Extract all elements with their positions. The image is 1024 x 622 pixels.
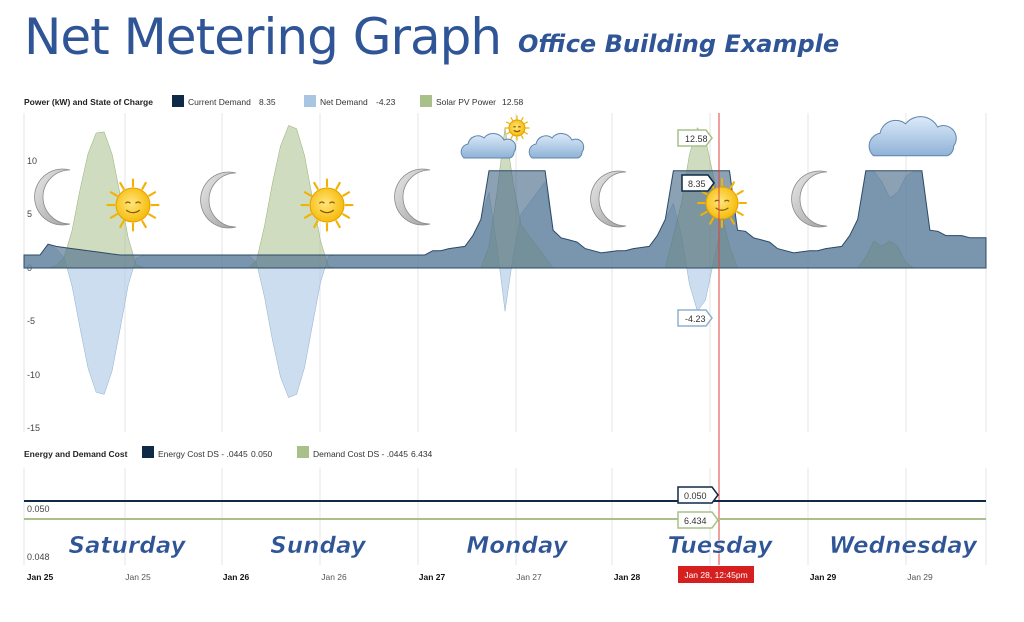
- tooltip-net: -4.23: [677, 309, 713, 327]
- cloud-icon: [460, 133, 517, 159]
- x-tick-label: Jan 25: [125, 572, 151, 582]
- sun-icon: [504, 115, 530, 141]
- legend-swatch-solar-pv: [420, 95, 432, 107]
- legend-label-solar-pv: Solar PV Power: [436, 97, 496, 107]
- legend-label-energy-cost: Energy Cost DS - .0445: [158, 449, 248, 459]
- legend-swatch-net-demand: [304, 95, 316, 107]
- x-tick-label: Jan 25: [27, 572, 54, 582]
- cost-y-tick-label: 0.050: [27, 504, 50, 514]
- y-tick-label: 5: [27, 209, 32, 219]
- cost-y-tick-label: 0.048: [27, 552, 50, 562]
- tooltip-demand: 8.35: [681, 174, 715, 192]
- tooltip-solar: 12.58: [677, 129, 713, 147]
- tooltip-energy-cost-value: 0.050: [684, 491, 707, 501]
- power-legend: Current Demand 8.35 Net Demand -4.23 Sol…: [172, 95, 524, 107]
- day-labels: Saturday Sunday Monday Tuesday Wednesday: [68, 533, 978, 560]
- moon-icon: [34, 168, 71, 226]
- legend-label-current-demand: Current Demand: [188, 97, 251, 107]
- y-tick-label: -5: [27, 316, 35, 326]
- x-tick-label: Jan 27: [419, 572, 446, 582]
- power-chart-title: Power (kW) and State of Charge: [24, 97, 153, 107]
- x-tick-label: Jan 26: [321, 572, 347, 582]
- tooltip-solar-value: 12.58: [685, 134, 708, 144]
- y-tick-label: -15: [27, 423, 40, 433]
- cursor-date-badge: Jan 28, 12:45pm: [678, 566, 754, 583]
- y-tick-label: -10: [27, 370, 40, 380]
- legend-value-net-demand: -4.23: [376, 97, 396, 107]
- legend-swatch-energy-cost: [142, 446, 154, 458]
- page-subtitle: Office Building Example: [518, 30, 840, 58]
- day-label: Saturday: [68, 533, 186, 559]
- moon-icon: [200, 171, 237, 229]
- x-tick-label: Jan 28: [614, 572, 641, 582]
- tooltip-net-value: -4.23: [685, 314, 706, 324]
- cloud-icon: [528, 133, 585, 159]
- y-tick-label: 10: [27, 156, 37, 166]
- moon-icon: [791, 170, 828, 228]
- weather-icons: [34, 115, 957, 232]
- power-areas: [23, 125, 987, 398]
- legend-swatch-current-demand: [172, 95, 184, 107]
- moon-icon: [590, 170, 627, 228]
- cost-chart-title: Energy and Demand Cost: [24, 449, 128, 459]
- tooltip-demand-value: 8.35: [688, 179, 706, 189]
- moon-icon: [394, 168, 431, 226]
- x-tick-label: Jan 29: [907, 572, 933, 582]
- day-label: Tuesday: [668, 533, 774, 559]
- sun-icon: [300, 178, 354, 232]
- day-label: Wednesday: [829, 533, 978, 559]
- legend-value-energy-cost: 0.050: [251, 449, 273, 459]
- tooltip-demand-cost: 6.434: [677, 511, 719, 529]
- current-demand-area: [23, 170, 987, 269]
- legend-label-demand-cost: Demand Cost DS - .0445: [313, 449, 408, 459]
- sun-icon: [106, 178, 160, 232]
- legend-value-current-demand: 8.35: [259, 97, 276, 107]
- cost-legend: Energy Cost DS - .0445 0.050 Demand Cost…: [142, 446, 433, 459]
- page-title: Net Metering Graph: [24, 8, 502, 66]
- legend-value-demand-cost: 6.434: [411, 449, 433, 459]
- day-label: Monday: [466, 533, 568, 559]
- legend-label-net-demand: Net Demand: [320, 97, 368, 107]
- x-axis-date-labels: Jan 25 Jan 25 Jan 26 Jan 26 Jan 27 Jan 27 Jan …: [27, 572, 933, 582]
- x-tick-label: Jan 29: [810, 572, 837, 582]
- cursor-date-label: Jan 28, 12:45pm: [684, 570, 747, 580]
- tooltip-demand-cost-value: 6.434: [684, 516, 707, 526]
- legend-value-solar-pv: 12.58: [502, 97, 524, 107]
- x-tick-label: Jan 27: [516, 572, 542, 582]
- legend-swatch-demand-cost: [297, 446, 309, 458]
- x-tick-label: Jan 26: [223, 572, 250, 582]
- tooltip-energy-cost: 0.050: [677, 486, 719, 504]
- day-label: Sunday: [270, 533, 367, 559]
- cloud-icon: [868, 116, 957, 157]
